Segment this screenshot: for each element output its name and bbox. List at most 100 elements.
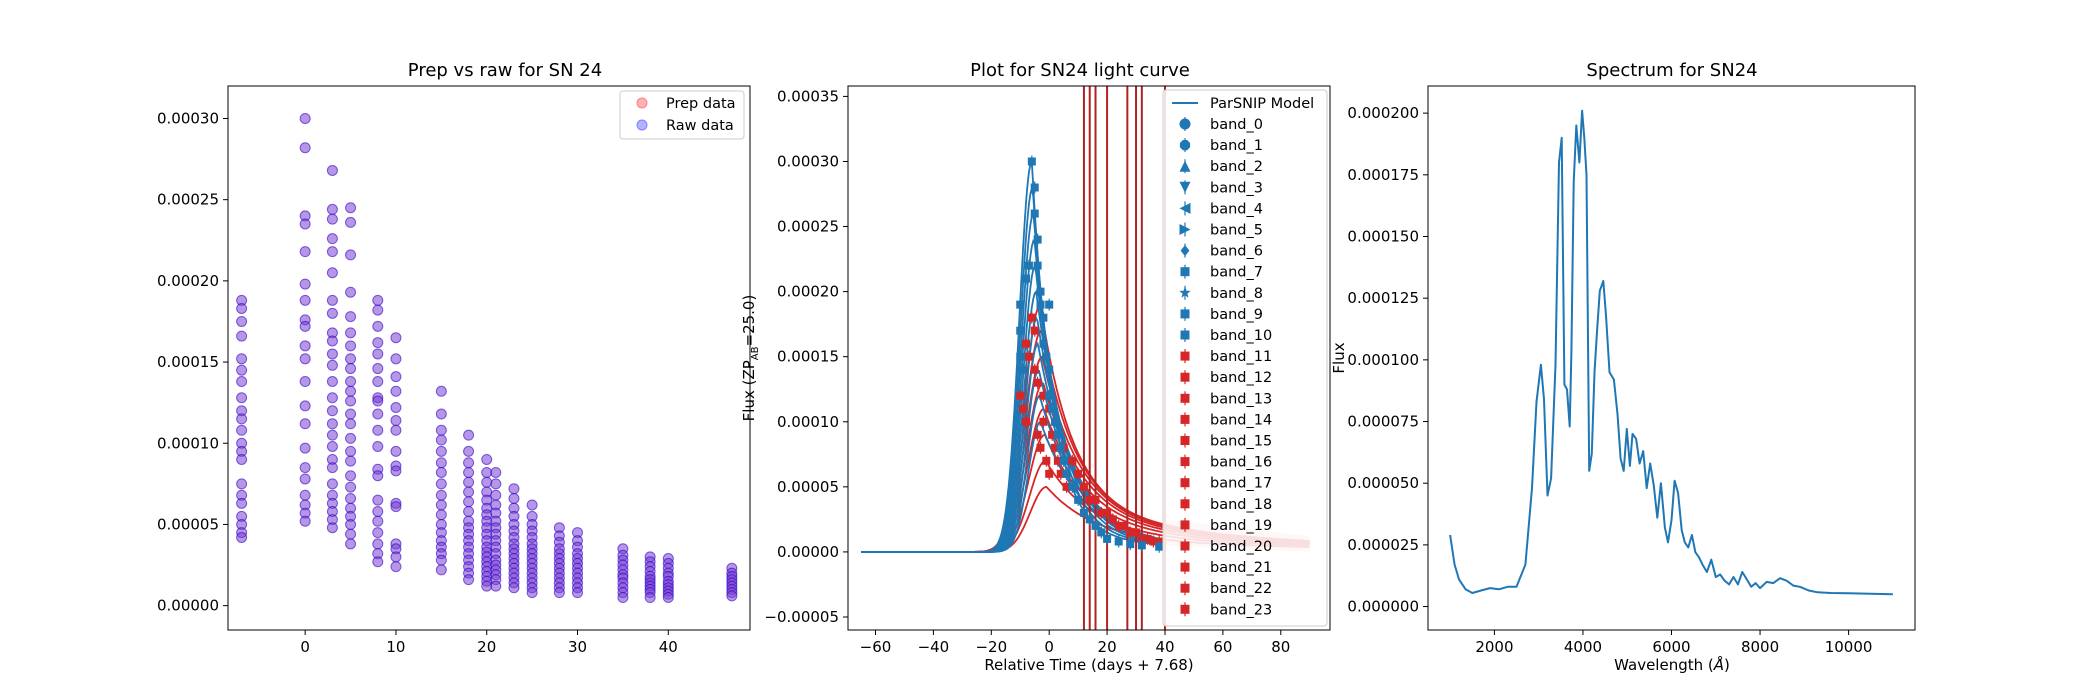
scatter-point [345, 481, 357, 493]
observation-blue [1126, 540, 1135, 549]
legend-marker-square [1180, 520, 1190, 530]
legend-label-band: band_16 [1210, 455, 1272, 471]
observation-red [1137, 534, 1146, 543]
scatter-point [326, 203, 338, 215]
scatter-point [326, 522, 338, 534]
scatter-point [236, 315, 248, 327]
legend-label-band: band_13 [1210, 391, 1272, 407]
scatter-point [726, 590, 738, 602]
scatter-point [236, 424, 248, 436]
observation-red [1042, 456, 1051, 465]
observation-red [1108, 515, 1117, 524]
legend-marker-square [1180, 309, 1190, 319]
scatter-point [372, 408, 384, 420]
scatter-point [299, 400, 311, 412]
scatter-point [345, 353, 357, 365]
scatter-point [372, 441, 384, 453]
legend-marker-square [1180, 499, 1190, 509]
scatter-point [372, 337, 384, 349]
scatter-point [372, 294, 384, 306]
scatter-point [390, 501, 402, 513]
observation-blue [1024, 261, 1033, 270]
plot-frame-light-curve [847, 85, 1331, 631]
y-axis-label-light-curve: Flux (ZPAB=25.0) [740, 295, 761, 422]
scatter-point [345, 455, 357, 467]
scatter-point [236, 392, 248, 404]
legend-label-band: band_12 [1210, 370, 1272, 386]
scatter-point [435, 478, 447, 490]
light-curve-x-tick-label: −60 [860, 638, 892, 656]
legend-label-band: band_4 [1210, 201, 1263, 217]
legend-marker-square [1180, 562, 1190, 572]
scatter-point [326, 164, 338, 176]
spectrum-y-tick-label: 0.000100 [1347, 351, 1419, 369]
observation-blue [1091, 521, 1100, 530]
panel-light-curve: Plot for SN24 light curve −60 −40 −20 0 20 40… [740, 60, 1331, 674]
scatter-point [299, 473, 311, 485]
scatter-point [236, 364, 248, 376]
chart-title-spectrum: Spectrum for SN24 [1586, 60, 1757, 81]
scatter-point [508, 483, 520, 495]
observation-blue [1016, 352, 1025, 361]
scatter-point [345, 408, 357, 420]
scatter-point [390, 332, 402, 344]
legend-label-band: band_7 [1210, 265, 1263, 281]
scatter-point [390, 551, 402, 563]
observation-red [1016, 391, 1025, 400]
legend-label-band: band_6 [1210, 244, 1263, 260]
scatter-point [435, 466, 447, 478]
observation-red [1039, 417, 1048, 426]
spectrum-line [1449, 109, 1893, 596]
legend-label-band: band_3 [1210, 180, 1263, 196]
scatter-point [372, 538, 384, 550]
scatter-point [463, 457, 475, 469]
scatter-point [299, 462, 311, 474]
scatter-point [508, 492, 520, 504]
observation-blue [1085, 515, 1094, 524]
scatter-point [372, 320, 384, 332]
scatter-point [326, 233, 338, 245]
scatter-point [299, 442, 311, 454]
scatter-point [372, 304, 384, 316]
plot-frame-prep-vs-raw [227, 85, 751, 631]
scatter-point [481, 453, 493, 465]
scatter-point [435, 408, 447, 420]
spectrum-y-tick-label: 0.000075 [1347, 413, 1419, 431]
observation-blue [1059, 456, 1068, 465]
legend-label-band: band_1 [1210, 138, 1263, 154]
scatter-point [345, 432, 357, 444]
scatter-point [345, 445, 357, 457]
scatter-point [345, 492, 357, 504]
legend-marker-square [1180, 583, 1190, 593]
scatter-point [572, 587, 584, 599]
observation-blue [1036, 300, 1045, 309]
observation-blue [1097, 528, 1106, 537]
legend-marker-star [1179, 286, 1191, 298]
observation-blue [1155, 542, 1164, 551]
x-axis-label-spectrum: Wavelength (Å) [1614, 655, 1730, 674]
observation-red [1085, 495, 1094, 504]
legend-marker-square [1180, 436, 1190, 445]
scatter-point [435, 385, 447, 397]
scatter-point [435, 489, 447, 501]
legend-label-band: band_19 [1210, 518, 1272, 534]
observation-red [1091, 495, 1100, 504]
observation-red [1097, 508, 1106, 517]
observation-red [1024, 352, 1033, 361]
observation-blue [1039, 313, 1048, 322]
scatter-point [299, 418, 311, 430]
scatter-point [299, 112, 311, 124]
legend-label-band: band_5 [1210, 223, 1263, 239]
scatter-point [326, 246, 338, 258]
scatter-point [326, 405, 338, 417]
scatter-point [345, 385, 357, 397]
scatter-point [372, 470, 384, 482]
legend-prep-vs-raw: Prep data Raw data [619, 90, 745, 140]
prep-vs-raw-y-tick-label: 0.00020 [157, 272, 219, 290]
scatter-point [299, 320, 311, 332]
legend-marker-square [1180, 478, 1190, 488]
legend-label-band: band_21 [1210, 560, 1272, 576]
legend-label-raw: Raw data [666, 118, 734, 134]
scatter-point [526, 587, 538, 599]
scatter-point [481, 466, 493, 478]
